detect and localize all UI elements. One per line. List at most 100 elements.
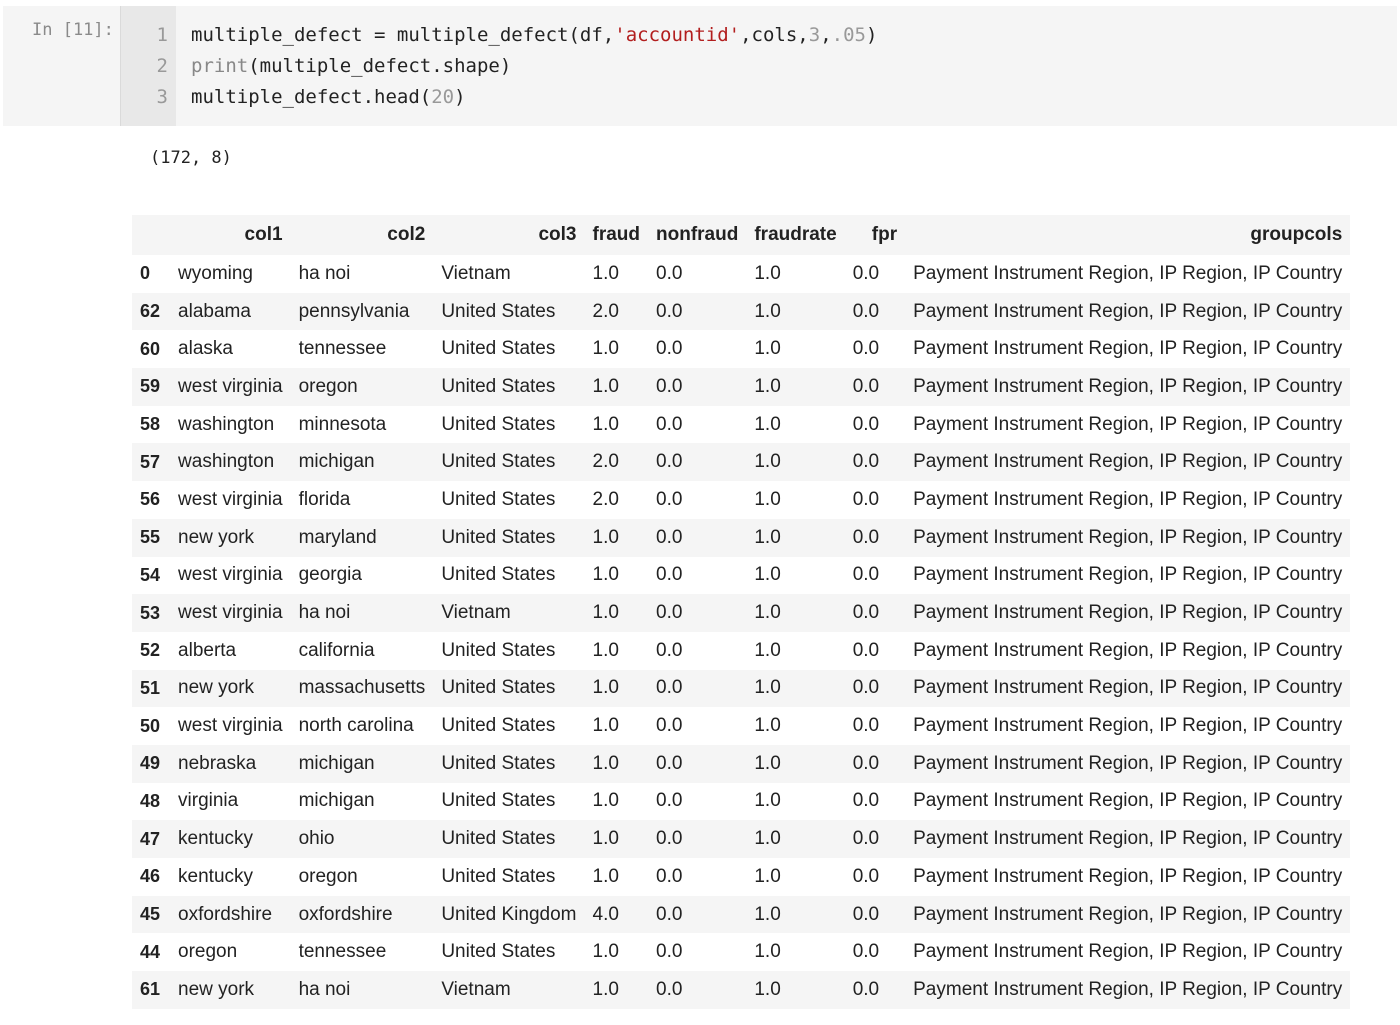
code-token: , [820,24,832,46]
table-cell-nonfraud: 0.0 [656,602,683,624]
table-cell-fraudrate: 1.0 [754,978,781,1000]
table-cell-col1: alabama [178,300,251,322]
row-index: 53 [140,602,161,623]
table-cell-fpr: 0.0 [852,526,880,548]
table-row: 58 washington minnesota United States 1.0 0.0… [132,406,1350,444]
row-index: 45 [140,904,161,925]
table-cell-nonfraud: 0.0 [656,677,683,699]
table-cell-fpr: 0.0 [852,790,880,812]
dataframe-table: col1 col2 col3 fraud nonfraud fraudrate fpr gro… [132,215,1351,1009]
table-cell-nonfraud: 0.0 [656,865,683,887]
code-token: multiple_defect = multiple_defect(df, [191,24,615,46]
table-cell-groupcols: Payment Instrument Region, IP Region, IP… [913,526,1343,548]
table-cell-fraudrate: 1.0 [754,338,781,360]
code-token: ,cols, [740,24,809,46]
line-number: 2 [156,55,168,77]
table-cell-nonfraud: 0.0 [656,451,683,473]
table-cell-fpr: 0.0 [852,262,880,284]
table-row: 60 alaska tennessee United States 1.0 0.0 1.0 0… [132,330,1350,368]
table-cell-col3: United States [441,375,556,397]
table-cell-fraud: 1.0 [592,262,619,284]
code-token: 20 [431,86,455,108]
table-cell-col3: United States [441,677,556,699]
table-cell-col3: United States [441,488,556,510]
table-cell-fraudrate: 1.0 [754,564,781,586]
table-row: 45 oxfordshire oxfordshire United Kingdom 4.… [132,895,1351,934]
table-row: 48 virginia michigan United States 1.0 0.0 1.0… [132,783,1350,821]
table-row: 59 west virginia oregon United States 1.0 0.0… [132,368,1351,406]
table-cell-fraudrate: 1.0 [754,526,781,548]
table-cell-fpr: 0.0 [852,300,880,322]
table-cell-col1: oxfordshire [178,903,273,925]
table-cell-nonfraud: 0.0 [656,752,683,774]
row-index: 0 [140,263,151,284]
row-index: 60 [140,338,161,359]
row-index: 48 [140,790,161,811]
table-cell-fpr: 0.0 [852,752,880,774]
output-shape-text: (172, 8) [150,148,232,168]
table-cell-col3: United States [441,639,556,661]
table-row: 55 new york maryland United States 1.0 0.0 1.0… [132,518,1351,557]
code-cell[interactable]: In [11]: 1 2 3 multiple_defect = multiple_… [3,6,1397,126]
table-cell-col2: michigan [298,752,375,774]
code-line: multiple_defect = multiple_defect(df,'ac… [191,24,877,46]
table-cell-fraud: 1.0 [592,941,619,963]
table-cell-fraud: 1.0 [592,639,619,661]
table-cell-col3: Vietnam [441,978,511,1000]
table-cell-fraud: 1.0 [592,715,619,737]
table-cell-col3: United States [441,338,556,360]
table-cell-fpr: 0.0 [852,978,880,1000]
table-row: 50 west virginia north carolina United Stat… [132,707,1350,745]
table-cell-col3: United States [441,865,556,887]
table-row: 61 new york ha noi Vietnam 1.0 0.0 1.0 0.0 Payme… [132,971,1351,1009]
table-cell-col2: georgia [298,564,362,586]
table-cell-col1: west virginia [178,715,283,737]
table-cell-col1: kentucky [178,828,254,850]
table-cell-nonfraud: 0.0 [656,300,683,322]
row-index: 56 [140,489,161,510]
table-cell-fraud: 1.0 [592,978,619,1000]
table-cell-fraud: 1.0 [592,338,619,360]
table-cell-fraud: 1.0 [592,564,619,586]
table-cell-col2: florida [298,488,351,510]
table-cell-col1: kentucky [178,865,254,887]
table-cell-fraudrate: 1.0 [754,300,781,322]
table-cell-fraudrate: 1.0 [754,865,781,887]
table-cell-nonfraud: 0.0 [656,488,683,510]
table-cell-groupcols: Payment Instrument Region, IP Region, IP… [913,451,1343,473]
table-cell-col1: nebraska [178,752,257,774]
table-cell-col1: virginia [178,790,239,812]
table-row: 0 wyoming ha noi Vietnam 1.0 0.0 1.0 0.0 Payment… [132,255,1350,293]
table-cell-col2: minnesota [298,413,387,435]
table-cell-col1: west virginia [178,488,283,510]
table-cell-col1: washington [178,413,275,435]
table-cell-fraudrate: 1.0 [754,602,781,624]
table-cell-fraud: 1.0 [592,865,619,887]
column-header-col2: col2 [387,224,426,245]
table-row: 44 oregon tennessee United States 1.0 0.0 1.0 0… [132,933,1350,971]
row-index: 47 [140,828,161,849]
table-cell-fraud: 1.0 [592,828,619,850]
table-cell-fpr: 0.0 [852,338,880,360]
table-cell-fraud: 1.0 [592,677,619,699]
table-cell-fraudrate: 1.0 [754,752,781,774]
table-cell-fraudrate: 1.0 [754,677,781,699]
table-cell-fpr: 0.0 [852,639,880,661]
table-cell-col3: Vietnam [441,262,511,284]
column-header-col3: col3 [538,224,577,245]
table-cell-fraud: 2.0 [592,451,619,473]
table-cell-col2: california [298,639,375,661]
table-cell-fpr: 0.0 [852,865,880,887]
table-cell-col2: massachusetts [298,677,426,699]
table-row: 54 west virginia georgia United States 1.0 0.… [132,557,1350,595]
table-cell-col2: oregon [298,375,358,397]
table-row: 52 alberta california United States 1.0 0.0 1.… [132,632,1350,670]
table-cell-fraud: 2.0 [592,300,619,322]
line-number-gutter: 1 2 3 [121,6,176,126]
table-cell-nonfraud: 0.0 [656,413,683,435]
table-cell-col3: United States [441,828,556,850]
table-cell-col3: United States [441,790,556,812]
table-cell-col2: tennessee [298,338,387,360]
code-editor[interactable]: 1 2 3 multiple_defect = multiple_defect(df… [120,6,1397,126]
table-cell-groupcols: Payment Instrument Region, IP Region, IP… [913,602,1343,624]
